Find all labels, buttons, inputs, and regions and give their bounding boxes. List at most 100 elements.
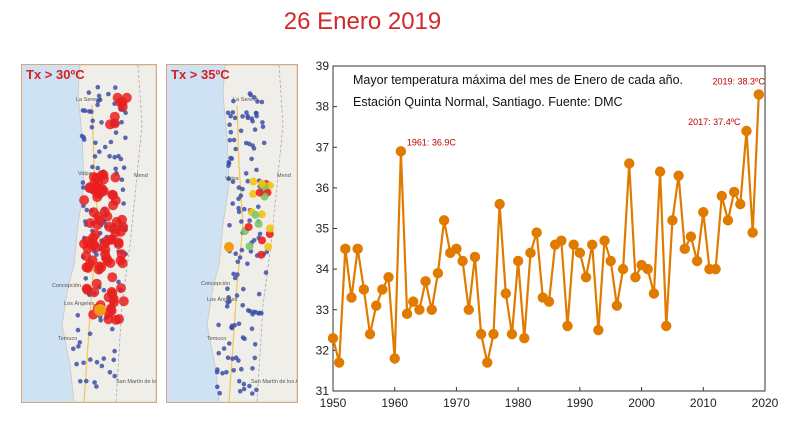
station-dot (233, 355, 239, 361)
station-dot (256, 291, 262, 297)
station-dot (95, 98, 101, 104)
hot-station-dot (96, 262, 107, 273)
station-dot (107, 370, 113, 375)
data-point (728, 186, 740, 198)
hot-station-dot (244, 223, 253, 231)
hot-station-dot (84, 182, 95, 193)
data-point (747, 227, 758, 238)
hot-station-dot (224, 242, 234, 252)
hot-station-dot (249, 189, 258, 198)
station-dot (79, 133, 85, 139)
land-area (61, 65, 156, 402)
data-annotation: 2019: 38.3ºC (713, 76, 766, 86)
map-svg-tx-30: La Serena Valpa Mend Concepción Los Ángeles T… (52, 65, 156, 402)
hot-station-dot (98, 174, 109, 185)
station-dot (256, 311, 261, 316)
station-dot (250, 391, 255, 396)
hot-station-dot (118, 296, 129, 307)
y-tick-label: 33 (316, 303, 330, 317)
hot-station-dot (254, 219, 263, 228)
y-tick-label: 35 (316, 222, 330, 236)
station-dot (236, 209, 242, 215)
hot-station-dot (266, 224, 274, 233)
station-dot (94, 384, 99, 389)
hot-station-dot (84, 259, 95, 270)
station-dot (94, 252, 99, 257)
hot-station-dot (255, 188, 264, 197)
station-dot (232, 115, 238, 121)
station-dot (110, 326, 115, 332)
hot-station-dot (79, 195, 90, 206)
station-dot (95, 165, 101, 171)
station-dot (240, 114, 245, 119)
station-dot (225, 286, 230, 291)
hot-station-dot (94, 304, 106, 316)
x-tick-label: 2020 (752, 396, 779, 410)
station-dot (239, 366, 244, 372)
data-point (408, 296, 419, 307)
station-dot (123, 135, 128, 141)
data-annotation: 1961: 36.9C (407, 137, 457, 147)
station-dot (216, 322, 221, 328)
station-dot (74, 361, 79, 367)
station-dot (247, 91, 253, 96)
station-dot (76, 344, 81, 349)
station-dot (108, 139, 114, 145)
station-dot (89, 109, 94, 114)
data-point (562, 320, 573, 332)
hot-station-dot (110, 314, 121, 325)
station-dot (224, 369, 229, 375)
station-dot (113, 130, 119, 135)
data-point (389, 353, 400, 364)
station-dot (232, 275, 238, 281)
data-point (654, 166, 666, 177)
station-dot (106, 91, 111, 97)
station-dot (75, 327, 81, 333)
data-point (648, 288, 660, 299)
station-dot (227, 122, 232, 127)
station-dot (259, 99, 265, 105)
station-dot (102, 144, 108, 150)
station-dot (228, 113, 233, 119)
station-dot (111, 357, 116, 363)
station-dot (241, 386, 247, 392)
data-point (414, 304, 425, 315)
station-dot (226, 163, 231, 168)
station-dot (112, 373, 117, 379)
temperature-line-chart: 31 32 33 34 35 36 37 38 39 1950 1960 1970 1980 1990 20… (316, 59, 779, 410)
hot-station-dot (79, 238, 90, 249)
station-dot (236, 321, 242, 327)
hot-station-dot (99, 206, 110, 217)
station-dot (84, 207, 90, 213)
data-point (401, 308, 413, 320)
x-tick-label: 1990 (567, 396, 594, 410)
data-point (543, 296, 555, 307)
map-label-tx-30: Tx > 30ºC (26, 67, 85, 82)
station-dot (119, 120, 124, 125)
hot-station-dot (107, 272, 118, 283)
station-dot (94, 359, 100, 365)
station-dot (234, 293, 240, 298)
border-line (256, 65, 284, 402)
station-dot (239, 247, 245, 253)
station-dot (230, 110, 236, 115)
station-dot (237, 255, 243, 260)
chart-title: Mayor temperatura máxima del mes de Ener… (353, 73, 683, 87)
station-dot (237, 378, 242, 384)
station-dot (255, 99, 260, 104)
station-dot (87, 331, 93, 337)
station-dot (216, 350, 221, 356)
station-dot (228, 129, 234, 135)
hot-station-dot (245, 242, 254, 251)
data-point (420, 276, 431, 287)
data-point (735, 198, 746, 210)
y-tick-label: 39 (316, 59, 330, 73)
station-dot (233, 146, 238, 152)
station-dot (252, 127, 258, 132)
data-point (698, 207, 709, 218)
station-dot (229, 156, 235, 161)
station-dot (245, 261, 250, 267)
hot-station-dot (121, 92, 132, 103)
data-point (371, 300, 382, 311)
station-dot (254, 167, 259, 173)
